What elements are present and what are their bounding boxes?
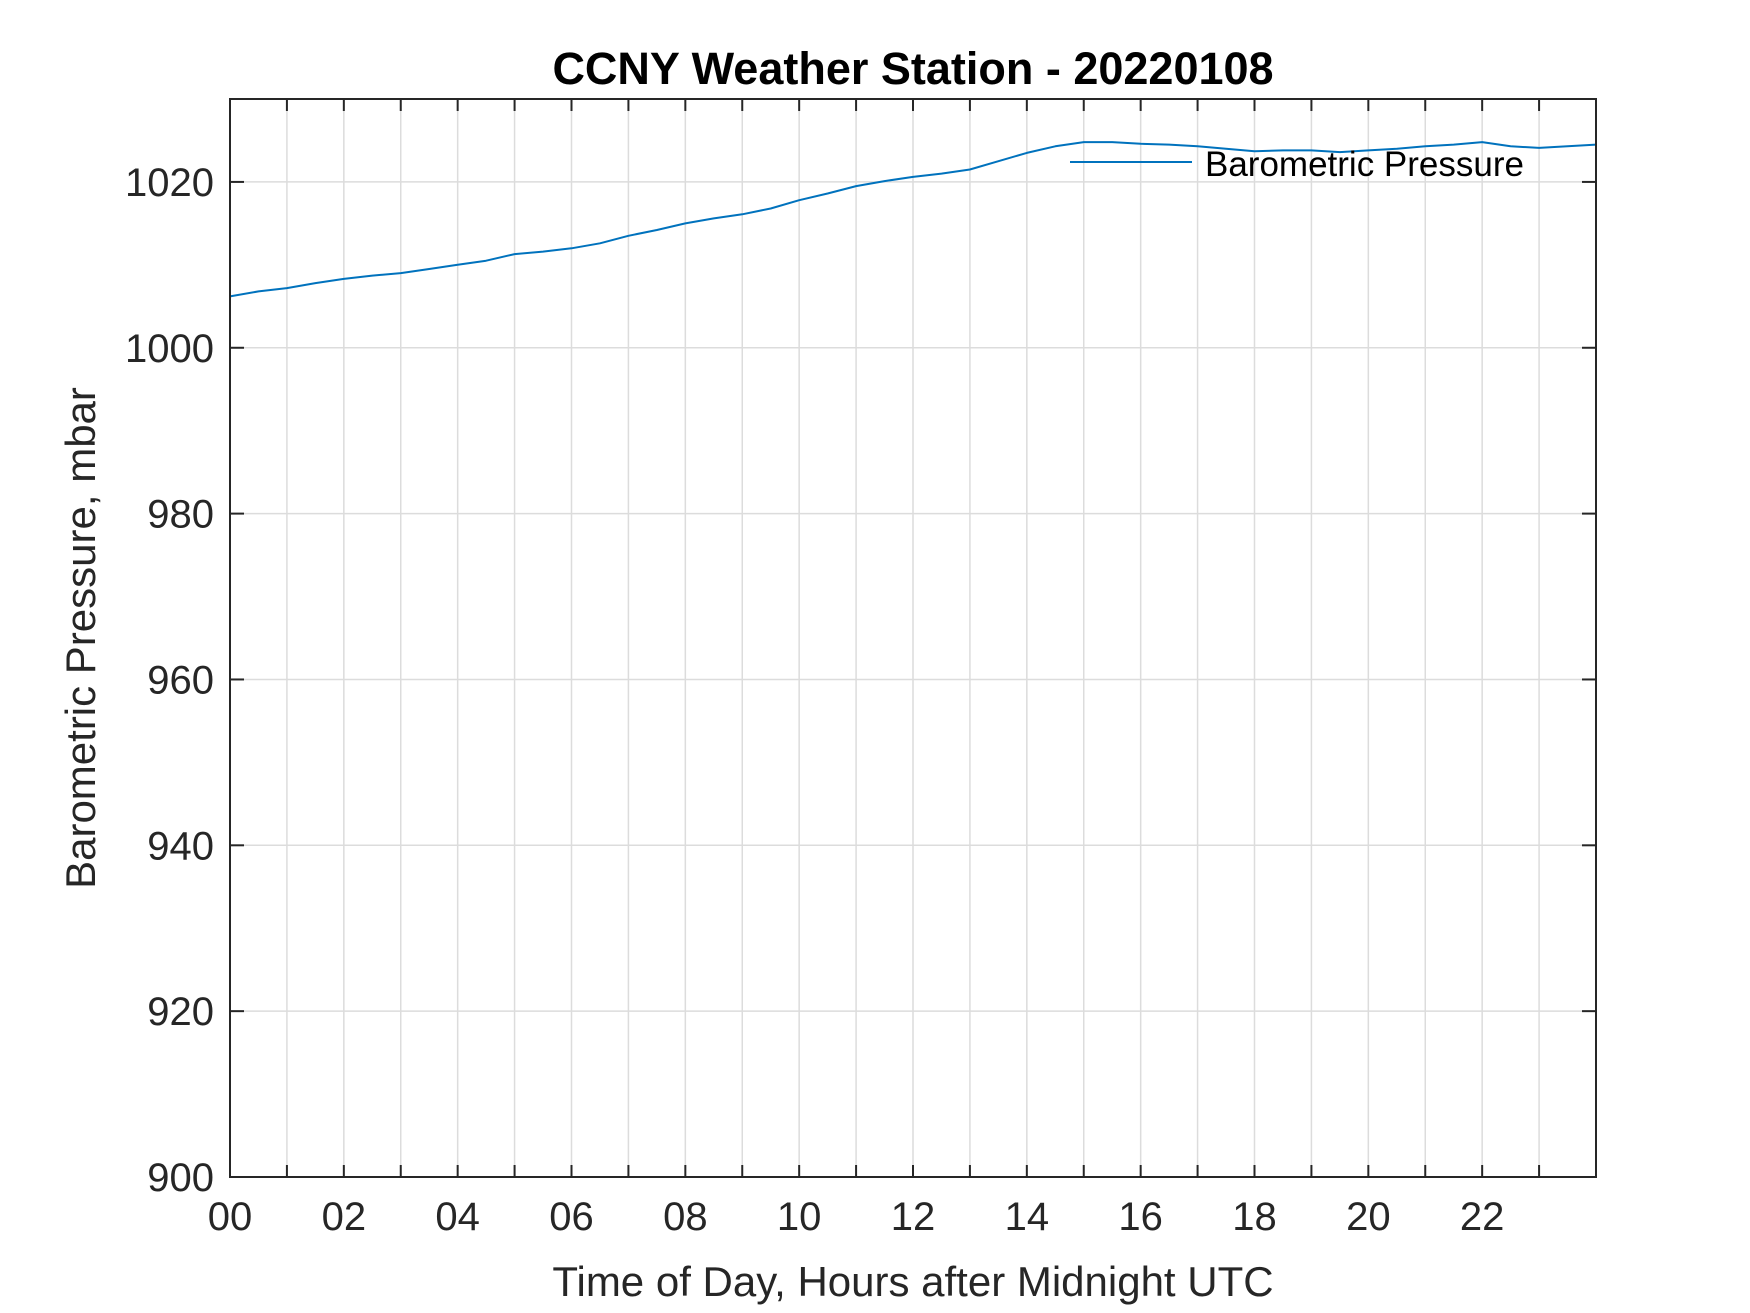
ticks — [230, 99, 1596, 1178]
grid — [230, 99, 1596, 1177]
x-tick-label: 02 — [322, 1195, 367, 1239]
legend: Barometric Pressure — [1070, 145, 1524, 184]
x-tick-label: 14 — [1005, 1195, 1050, 1239]
series-line-barometric-pressure — [229, 141, 1597, 298]
tick-labels: 00 02 04 06 08 10 12 14 16 18 20 22 900 920 940 960 980 1… — [125, 161, 1504, 1239]
x-tick-label: 06 — [549, 1195, 594, 1239]
y-axis-label: Barometric Pressure, mbar — [57, 387, 104, 889]
x-tick-label: 10 — [777, 1195, 822, 1239]
y-tick-label: 980 — [147, 493, 214, 537]
x-tick-label: 12 — [891, 1195, 936, 1239]
x-tick-label: 16 — [1118, 1195, 1163, 1239]
y-tick-label: 1000 — [125, 327, 214, 371]
chart-title: CCNY Weather Station - 20220108 — [552, 43, 1273, 94]
x-axis-label: Time of Day, Hours after Midnight UTC — [552, 1258, 1273, 1305]
y-tick-label: 1020 — [125, 161, 214, 205]
y-tick-label: 900 — [147, 1156, 214, 1200]
x-tick-label: 20 — [1346, 1195, 1391, 1239]
y-tick-label: 940 — [147, 824, 214, 868]
x-tick-label: 04 — [435, 1195, 480, 1239]
x-tick-label: 08 — [663, 1195, 708, 1239]
y-tick-label: 920 — [147, 990, 214, 1034]
legend-label: Barometric Pressure — [1205, 145, 1524, 184]
x-tick-label: 18 — [1232, 1195, 1277, 1239]
y-tick-label: 960 — [147, 658, 214, 702]
series-layer — [229, 141, 1597, 298]
x-tick-label: 22 — [1460, 1195, 1505, 1239]
x-tick-label: 00 — [208, 1195, 253, 1239]
